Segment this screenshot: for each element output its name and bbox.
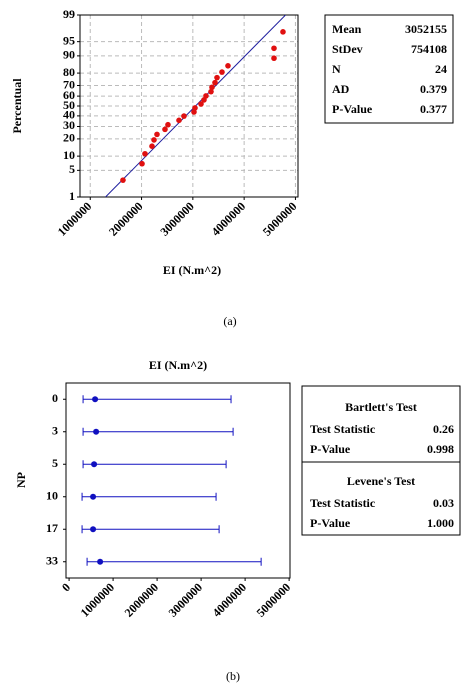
y-tick-label: 5 <box>52 456 58 470</box>
y-tick-label: 10 <box>46 489 58 503</box>
data-point <box>271 45 277 52</box>
y-tick-label: 50 <box>63 98 75 112</box>
x-tick-label: 3000000 <box>166 580 206 620</box>
x-tick-label: 4000000 <box>209 199 249 239</box>
data-point <box>192 105 198 111</box>
plot-frame <box>79 14 299 198</box>
y-tick-label: 20 <box>63 131 75 145</box>
y-tick-label: 60 <box>63 88 75 102</box>
caption: (b) <box>226 669 240 683</box>
test-value: 0.26 <box>433 422 454 436</box>
data-point <box>151 137 157 143</box>
data-point <box>176 117 182 124</box>
y-tick-label: 30 <box>63 118 75 132</box>
test-name: P-Value <box>310 442 351 456</box>
chart-title: EI (N.m^2) <box>149 358 207 372</box>
y-tick-label: 3 <box>52 424 58 438</box>
data-point <box>203 93 209 99</box>
stat-value: 3052155 <box>405 22 447 36</box>
data-point <box>212 79 218 86</box>
data-point <box>208 88 214 95</box>
x-tick-label: 1000000 <box>78 580 118 620</box>
test-name: Test Statistic <box>310 422 376 436</box>
y-tick-label: 0 <box>52 391 58 405</box>
data-point <box>271 55 277 62</box>
x-tick-label: 2000000 <box>122 580 162 620</box>
data-point <box>209 84 215 91</box>
data-point <box>139 160 145 167</box>
x-tick-label: 0 <box>59 580 73 594</box>
y-axis-label: Percentual <box>10 78 24 134</box>
stat-name: N <box>332 62 341 76</box>
data-point <box>120 177 126 183</box>
data-point <box>198 101 204 107</box>
data-point <box>162 126 168 133</box>
data-point <box>165 121 171 128</box>
point-estimate <box>90 526 97 533</box>
stat-value: 0.379 <box>420 82 447 96</box>
y-tick-label: 33 <box>46 554 58 568</box>
x-tick-label: 4000000 <box>210 580 250 620</box>
x-tick-label: 5000000 <box>254 580 294 620</box>
test-title: Bartlett's Test <box>345 400 417 414</box>
test-value: 0.998 <box>427 442 454 456</box>
tests-box <box>301 385 461 536</box>
data-point <box>280 29 286 35</box>
data-point <box>149 143 155 150</box>
y-tick-label: 40 <box>63 108 75 122</box>
y-tick-label: 95 <box>63 33 75 47</box>
data-point <box>214 74 220 81</box>
data-point <box>142 150 148 157</box>
x-tick-label: 2000000 <box>106 199 146 239</box>
y-tick-label: 10 <box>63 148 75 162</box>
test-name: Test Statistic <box>310 496 376 510</box>
stat-value: 754108 <box>411 42 447 56</box>
stat-name: P-Value <box>332 102 373 116</box>
stat-value: 24 <box>435 62 447 76</box>
y-tick-label: 1 <box>69 189 75 203</box>
y-tick-label: 90 <box>63 48 75 62</box>
y-tick-label: 99 <box>63 7 75 21</box>
x-tick-label: 1000000 <box>55 199 95 239</box>
plot-frame <box>65 382 291 579</box>
data-point <box>219 69 225 75</box>
y-tick-label: 70 <box>63 77 75 91</box>
stat-name: Mean <box>332 22 362 36</box>
stat-value: 0.377 <box>420 102 447 116</box>
x-axis-label: EI (N.m^2) <box>163 263 221 277</box>
test-title: Levene's Test <box>347 474 415 488</box>
x-tick-label: 5000000 <box>260 199 300 239</box>
stat-name: AD <box>332 82 350 96</box>
point-estimate <box>90 493 97 500</box>
data-point <box>181 113 187 119</box>
test-value: 0.03 <box>433 496 454 510</box>
y-tick-label: 17 <box>46 521 58 535</box>
y-tick-label: 5 <box>69 162 75 176</box>
stats-box <box>324 14 454 124</box>
x-tick-label: 3000000 <box>157 199 197 239</box>
point-estimate <box>92 396 99 403</box>
data-point <box>154 131 160 138</box>
point-estimate <box>91 461 98 468</box>
stat-name: StDev <box>332 42 363 56</box>
point-estimate <box>93 428 100 435</box>
caption: (a) <box>223 314 236 328</box>
point-estimate <box>97 558 104 565</box>
test-name: P-Value <box>310 516 351 530</box>
y-axis-label: NP <box>14 472 28 488</box>
data-point <box>225 62 231 69</box>
y-tick-label: 80 <box>63 65 75 79</box>
test-value: 1.000 <box>427 516 454 530</box>
